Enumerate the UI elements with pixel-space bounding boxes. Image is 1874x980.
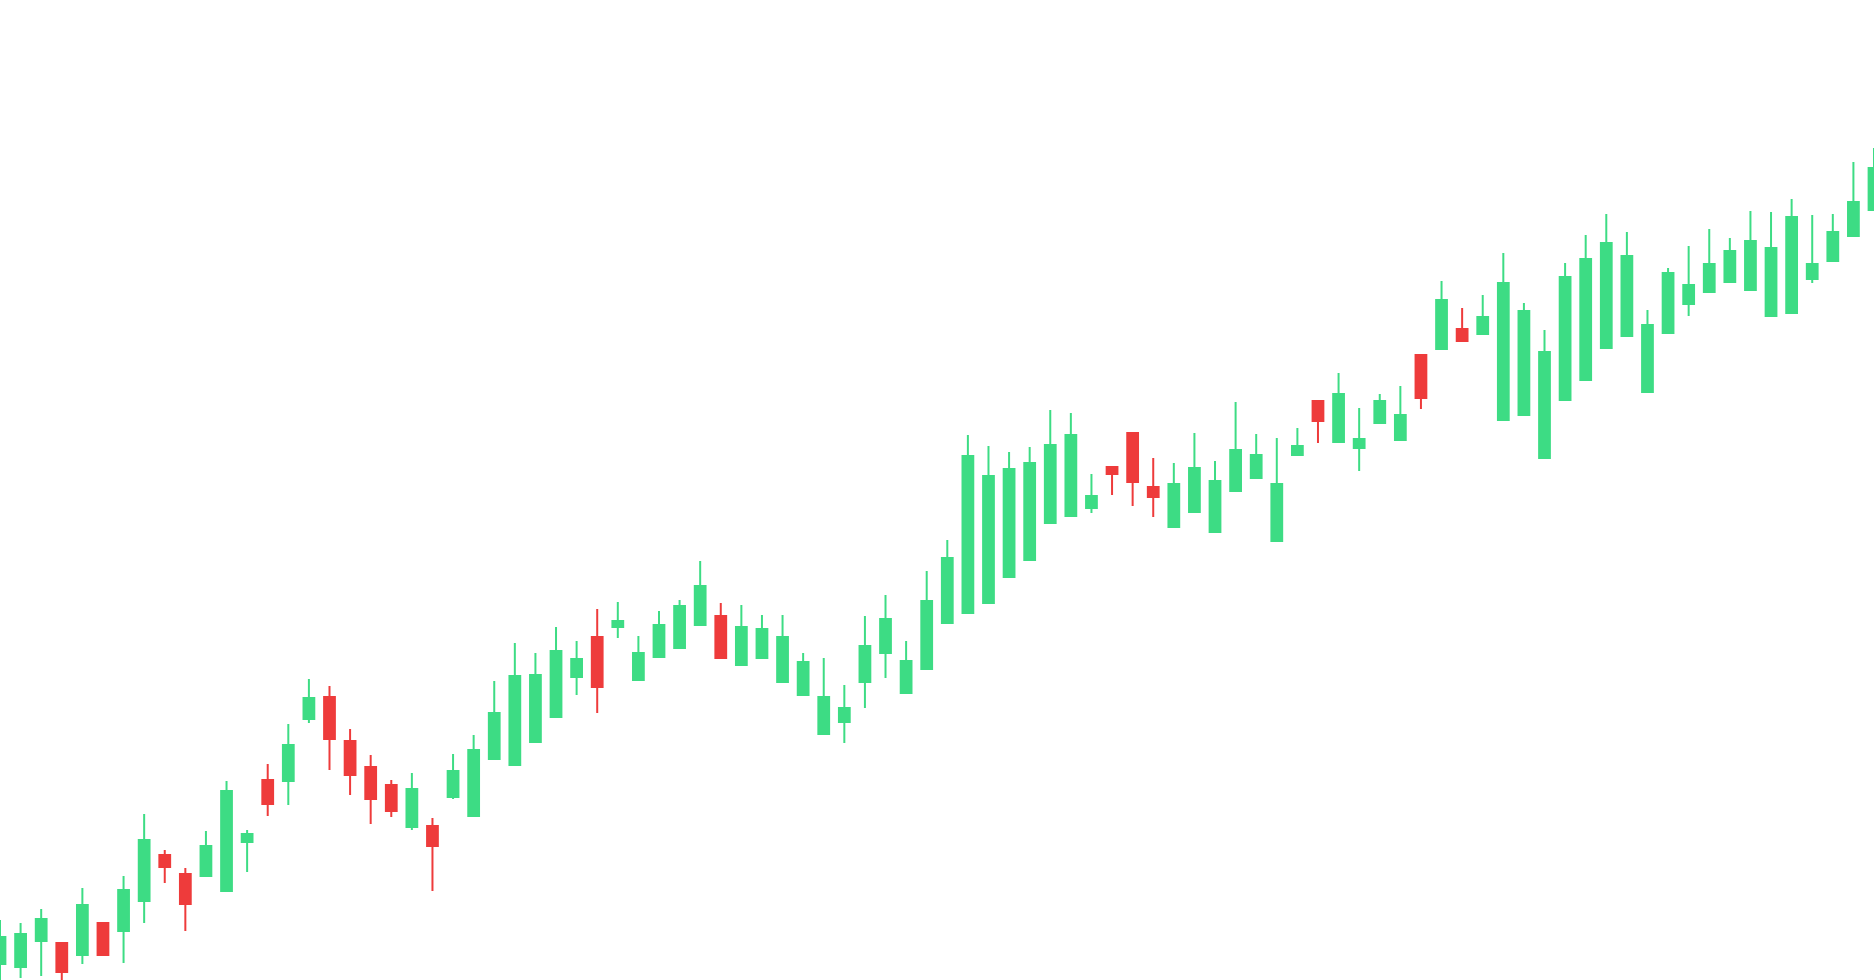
candle-body-up: [1229, 449, 1242, 492]
candle-body-up: [837, 707, 851, 723]
candle-body-up: [734, 626, 748, 666]
candle-body-up: [899, 660, 913, 694]
candle-body-up: [673, 605, 686, 649]
candle-body-up: [1352, 438, 1366, 449]
candle-body-up: [632, 652, 645, 681]
candle-body-down: [1311, 400, 1325, 422]
candle-body-up: [1064, 434, 1078, 517]
candle-body-up: [1826, 231, 1840, 262]
candle-body-down: [96, 922, 110, 956]
candle-body-up: [1579, 258, 1593, 381]
candle-body-up: [1496, 282, 1510, 421]
candle-body-up: [570, 658, 583, 678]
candle-body-up: [14, 933, 27, 968]
candle-body-up: [611, 620, 625, 628]
candle-body-down: [1146, 486, 1160, 498]
candle-body-down: [364, 766, 378, 800]
candle-body-up: [776, 636, 789, 683]
candle-body-up: [858, 645, 872, 683]
candle-body-up: [446, 770, 460, 798]
candle-body-up: [1599, 242, 1613, 349]
candle-body-up: [0, 936, 7, 965]
candle-body-up: [1620, 255, 1634, 337]
candle-body-down: [261, 779, 275, 805]
candle-body-up: [879, 618, 892, 654]
candle-body-up: [1332, 393, 1345, 443]
candle-body-up: [487, 712, 501, 760]
candle-body-up: [693, 585, 707, 626]
candle-body-up: [1043, 444, 1057, 524]
candle-body-up: [1785, 216, 1799, 314]
candle-body-down: [1126, 432, 1140, 483]
candle-body-up: [817, 696, 831, 735]
candle-body-up: [755, 628, 769, 659]
candle-body-up: [1641, 324, 1654, 393]
candle-body-up: [1517, 310, 1531, 416]
candle-body-up: [1867, 167, 1874, 211]
candle-body-up: [1847, 201, 1860, 237]
candle-body-up: [1805, 263, 1819, 280]
candle-body-up: [137, 839, 151, 902]
candle-body-up: [240, 833, 254, 843]
candle-body-down: [1105, 466, 1119, 475]
candle-body-up: [529, 674, 542, 743]
candle-body-up: [117, 889, 130, 932]
candle-body-up: [1661, 272, 1675, 334]
candle-body-up: [1023, 462, 1037, 561]
candle-body-up: [549, 650, 563, 718]
candle-body-up: [281, 744, 295, 782]
candle-body-up: [1167, 483, 1181, 528]
candle-body-down: [55, 942, 69, 973]
candle-body-up: [1682, 284, 1696, 305]
candle-body-up: [1476, 316, 1490, 335]
candle-body-up: [199, 845, 213, 877]
candle-body-up: [75, 904, 89, 956]
candle-body-up: [1208, 480, 1222, 533]
candles: [0, 148, 1874, 980]
candle-body-down: [1414, 354, 1428, 399]
candle-body-up: [1435, 299, 1448, 350]
candle-body-up: [1249, 454, 1263, 479]
candle-body-up: [302, 697, 316, 720]
candle-body-up: [1702, 263, 1716, 293]
candle-body-up: [1188, 467, 1201, 513]
candle-body-down: [1455, 328, 1469, 342]
candle-body-up: [467, 749, 481, 817]
candle-body-down: [384, 784, 398, 812]
candle-body-down: [158, 854, 172, 868]
candle-body-up: [652, 624, 666, 658]
candle-body-up: [940, 557, 954, 624]
candle-body-up: [34, 918, 48, 942]
candle-body-up: [1085, 495, 1098, 509]
candle-body-down: [178, 873, 192, 905]
candle-body-up: [1373, 400, 1387, 424]
candle-body-up: [220, 790, 233, 892]
candle-body-down: [426, 825, 439, 847]
candle-body-up: [1723, 250, 1737, 283]
candle-body-up: [1393, 414, 1407, 441]
candle-body-up: [1270, 483, 1284, 542]
candle-body-up: [1002, 468, 1016, 578]
candle-body-up: [1558, 276, 1572, 401]
candle-body-up: [1538, 351, 1551, 459]
candle-body-down: [343, 740, 357, 776]
candle-body-up: [982, 475, 995, 604]
candle-body-down: [590, 636, 604, 688]
candle-body-up: [920, 600, 934, 670]
candle-body-up: [1744, 240, 1757, 291]
candle-body-up: [1291, 445, 1304, 456]
candle-body-down: [323, 696, 336, 740]
candle-body-up: [405, 788, 419, 828]
candle-body-up: [508, 675, 522, 766]
candle-body-up: [1764, 247, 1778, 317]
candle-body-up: [961, 455, 975, 614]
candle-body-down: [714, 615, 728, 659]
candle-body-up: [796, 661, 810, 696]
